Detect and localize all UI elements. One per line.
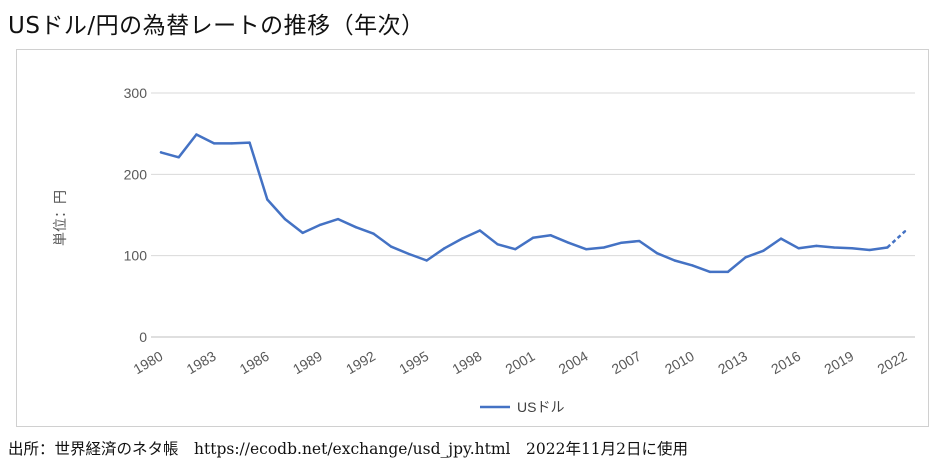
x-tick-label: 2010 [662,348,697,378]
data-point [159,151,163,154]
data-point [372,232,375,235]
data-point [868,248,871,252]
y-tick-label: 200 [124,166,148,182]
data-point [638,239,641,243]
data-point [212,142,216,145]
x-tick-label: 2001 [503,348,538,378]
data-point [762,249,765,252]
data-point [336,217,340,221]
data-point [177,156,180,159]
x-tick-label: 1995 [396,348,431,378]
series-line-usd-estimate [886,230,906,249]
x-tick-label: 2016 [768,348,803,378]
line-chart: 0 100 200 300 1980 1983 1986 1989 1992 1995 1998 2… [53,85,915,415]
x-tick-label: 1998 [449,348,484,378]
gridlines [151,92,915,338]
x-tick-label: 2019 [821,348,856,378]
data-point [390,245,393,248]
data-point [230,142,234,145]
data-point [655,252,659,255]
data-point [514,247,517,251]
series-line-usd [159,133,889,274]
legend: USドル [480,399,564,415]
y-tick-label: 300 [124,85,148,101]
x-tick-label: 1989 [290,348,325,378]
data-point [850,247,854,250]
data-point [301,231,304,235]
x-tick-labels: 1980 1983 1986 1989 1992 1995 1998 2001 2004 2007… [131,348,910,378]
data-point [283,217,287,221]
data-point [726,270,730,274]
x-tick-label: 1983 [184,348,219,378]
data-point [248,141,251,144]
series-layer [159,133,907,274]
x-tick-label: 2004 [556,348,591,378]
data-point [531,236,535,239]
y-tick-label: 100 [124,248,148,264]
data-point [425,259,428,262]
data-point [496,243,499,246]
data-point [549,234,552,237]
source-citation: 出所：世界経済のネタ帳 https://ecodb.net/exchange/u… [8,440,689,458]
x-tick-label: 1986 [237,348,272,378]
y-tick-labels: 0 100 200 300 [124,85,148,345]
data-point [779,237,783,240]
chart-frame: 0 100 200 300 1980 1983 1986 1989 1992 1995 1998 2… [16,49,929,427]
legend-label-usd: USドル [517,399,564,415]
x-tick-label: 2007 [609,348,644,378]
data-point [815,244,818,248]
data-point [354,226,358,229]
data-point [708,270,712,274]
data-point [744,256,747,259]
data-point [478,229,482,232]
data-point [691,264,694,267]
data-point [460,237,464,240]
x-tick-label: 1980 [131,348,166,378]
x-tick-label: 2022 [875,348,910,378]
data-point [266,198,269,201]
data-point [903,230,907,233]
data-point [886,246,889,249]
data-point [319,223,322,226]
y-axis-title: 単位：円 [53,190,69,246]
x-tick-label: 1992 [343,348,378,378]
data-point [443,247,446,250]
data-point [195,133,198,136]
data-point [832,246,836,249]
data-point [567,241,570,244]
data-point [407,252,411,256]
x-tick-label: 2013 [715,348,750,378]
data-point [673,259,676,262]
page-title: USドル/円の為替レートの推移（年次） [8,13,425,39]
data-point [797,247,800,250]
data-point [602,246,606,249]
y-tick-label: 0 [139,329,147,345]
data-point [584,247,588,251]
data-point [620,241,623,244]
